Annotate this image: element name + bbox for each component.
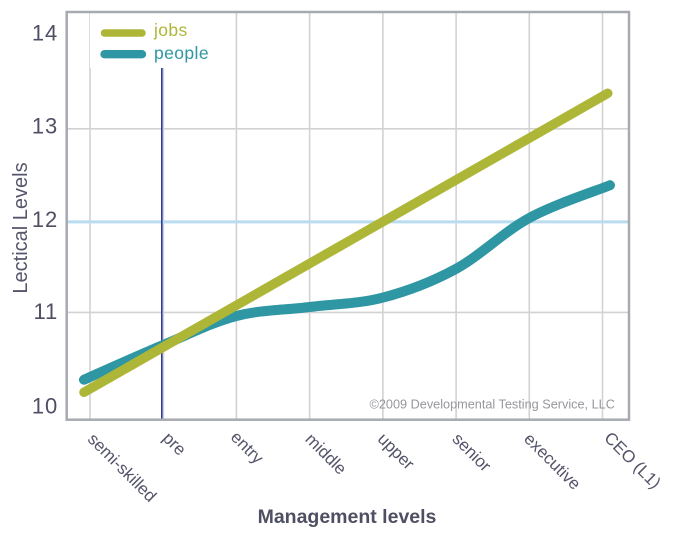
- svg-text:Lectical Levels: Lectical Levels: [10, 162, 32, 293]
- svg-text:senior: senior: [449, 429, 495, 475]
- svg-text:jobs: jobs: [153, 20, 188, 40]
- svg-text:pre: pre: [159, 428, 190, 459]
- svg-text:semi-skilled: semi-skilled: [84, 429, 160, 505]
- svg-text:middle: middle: [301, 429, 350, 478]
- svg-text:13: 13: [32, 113, 58, 138]
- svg-text:Management levels: Management levels: [258, 506, 437, 528]
- svg-text:entry: entry: [227, 427, 268, 468]
- svg-text:upper: upper: [374, 429, 418, 473]
- svg-text:10: 10: [32, 394, 58, 419]
- svg-text:people: people: [154, 43, 209, 63]
- svg-text:executive: executive: [520, 429, 584, 493]
- svg-text:12: 12: [32, 207, 58, 232]
- svg-text:CEO (L1): CEO (L1): [600, 428, 664, 492]
- svg-text:©2009 Developmental Testing Se: ©2009 Developmental Testing Service, LLC: [370, 398, 615, 412]
- svg-text:14: 14: [32, 21, 58, 46]
- svg-text:11: 11: [34, 299, 58, 324]
